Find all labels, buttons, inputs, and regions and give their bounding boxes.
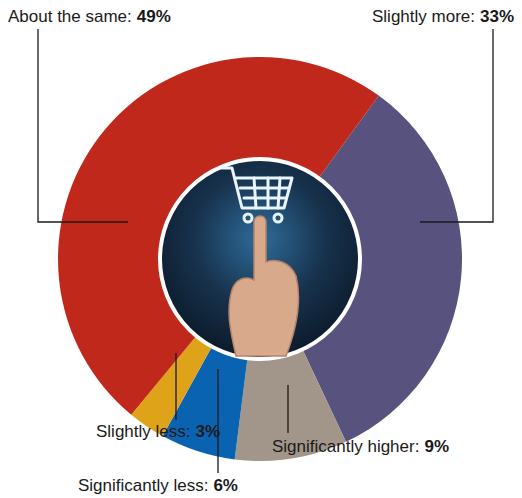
data-label: About the same: 49% [8, 7, 171, 26]
slice [163, 347, 248, 460]
category-label: About the same: [8, 7, 132, 26]
value-label: 6% [213, 476, 238, 495]
value-label: 49% [137, 7, 171, 26]
leader-line [38, 29, 128, 222]
value-label: 3% [195, 422, 220, 441]
slice [58, 57, 379, 415]
data-label: Slightly less: 3% [96, 422, 220, 441]
category-label: Significantly higher: [272, 437, 419, 456]
chart: Slightly more: 33% Significantly higher: 9%… [0, 0, 522, 498]
value-label: 9% [424, 437, 449, 456]
leader-line [217, 369, 218, 473]
slices [58, 57, 462, 461]
data-label: Significantly higher: 9% [272, 437, 449, 456]
category-label: Slightly more: [372, 7, 475, 26]
labels: Slightly more: 33% Significantly higher: 9%… [8, 7, 514, 495]
leader-line [287, 385, 288, 433]
center-image [160, 159, 360, 359]
value-label: 33% [480, 7, 514, 26]
data-label: Significantly less: 6% [78, 476, 238, 495]
data-label: Slightly more: 33% [372, 7, 514, 26]
leader-line [175, 353, 176, 420]
category-label: Slightly less: [96, 422, 190, 441]
leader-line [420, 29, 493, 222]
category-label: Significantly less: [78, 476, 208, 495]
